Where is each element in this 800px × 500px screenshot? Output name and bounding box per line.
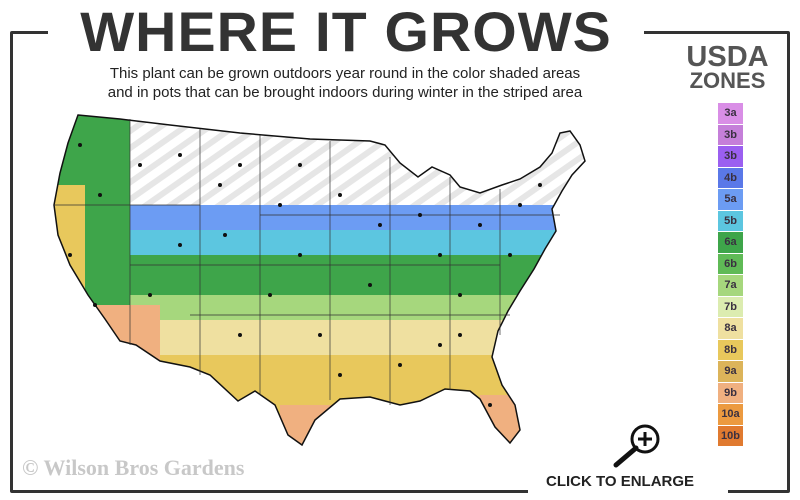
city-dot — [178, 153, 182, 157]
legend-swatch-9a: 9a — [718, 361, 743, 382]
legend-swatch-3b: 3b — [718, 124, 743, 145]
city-dot — [268, 293, 272, 297]
city-dot — [368, 283, 372, 287]
legend-swatch-6a: 6a — [718, 232, 743, 253]
city-dot — [338, 373, 342, 377]
city-dot — [298, 253, 302, 257]
legend-swatch-10a: 10a — [718, 404, 743, 425]
zone-west-coast — [54, 185, 85, 445]
legend-swatch-4b: 4b — [718, 167, 743, 188]
city-dot — [478, 223, 482, 227]
city-dot — [218, 183, 222, 187]
city-dot — [98, 193, 102, 197]
zone-legend: 3a 3b 3b 4b 5a 5b 6a 6b 7a 7b 8a 8b 9a 9b 10a 10b — [718, 103, 743, 447]
city-dot — [278, 203, 282, 207]
city-dot — [438, 253, 442, 257]
legend-swatch-3b: 3b — [718, 146, 743, 167]
legend-swatch-5a: 5a — [718, 189, 743, 210]
legend-swatch-3a: 3a — [718, 103, 743, 124]
city-dot — [138, 163, 142, 167]
legend-swatch-9b: 9b — [718, 382, 743, 403]
city-dot — [458, 293, 462, 297]
city-dots — [68, 143, 542, 407]
subtitle: This plant can be grown outdoors year ro… — [107, 65, 583, 101]
city-dot — [418, 213, 422, 217]
legend-swatch-5b: 5b — [718, 210, 743, 231]
state-borders — [54, 119, 560, 405]
us-outline — [53, 114, 586, 447]
legend-swatch-7b: 7b — [718, 296, 743, 317]
city-dot — [518, 203, 522, 207]
city-dot — [488, 403, 492, 407]
city-dot — [238, 163, 242, 167]
page-title: WHERE IT GROWS — [80, 0, 612, 63]
city-dot — [508, 253, 512, 257]
city-dot — [538, 183, 542, 187]
city-dot — [78, 143, 82, 147]
legend-swatch-10b: 10b — [718, 425, 743, 446]
city-dot — [318, 333, 322, 337]
city-dot — [238, 333, 242, 337]
city-dot — [378, 223, 382, 227]
city-dot — [398, 363, 402, 367]
city-dot — [223, 233, 227, 237]
legend-title: USDA ZONES — [686, 41, 769, 93]
city-dot — [298, 163, 302, 167]
city-dot — [93, 303, 97, 307]
zoom-in-icon[interactable] — [608, 423, 664, 469]
copyright: © Wilson Bros Gardens — [22, 455, 245, 480]
city-dot — [338, 193, 342, 197]
legend-swatch-8a: 8a — [718, 318, 743, 339]
us-zone-map[interactable] — [40, 105, 640, 465]
zone-florida-9b — [480, 395, 530, 445]
city-dot — [178, 243, 182, 247]
city-dot — [438, 343, 442, 347]
city-dot — [68, 253, 72, 257]
zone-9b-area — [54, 305, 160, 445]
city-dot — [148, 293, 152, 297]
legend-swatch-6b: 6b — [718, 253, 743, 274]
city-dot — [458, 333, 462, 337]
legend-swatch-8b: 8b — [718, 339, 743, 360]
legend-swatch-7a: 7a — [718, 275, 743, 296]
click-to-enlarge-button[interactable]: CLICK TO ENLARGE — [546, 473, 695, 490]
